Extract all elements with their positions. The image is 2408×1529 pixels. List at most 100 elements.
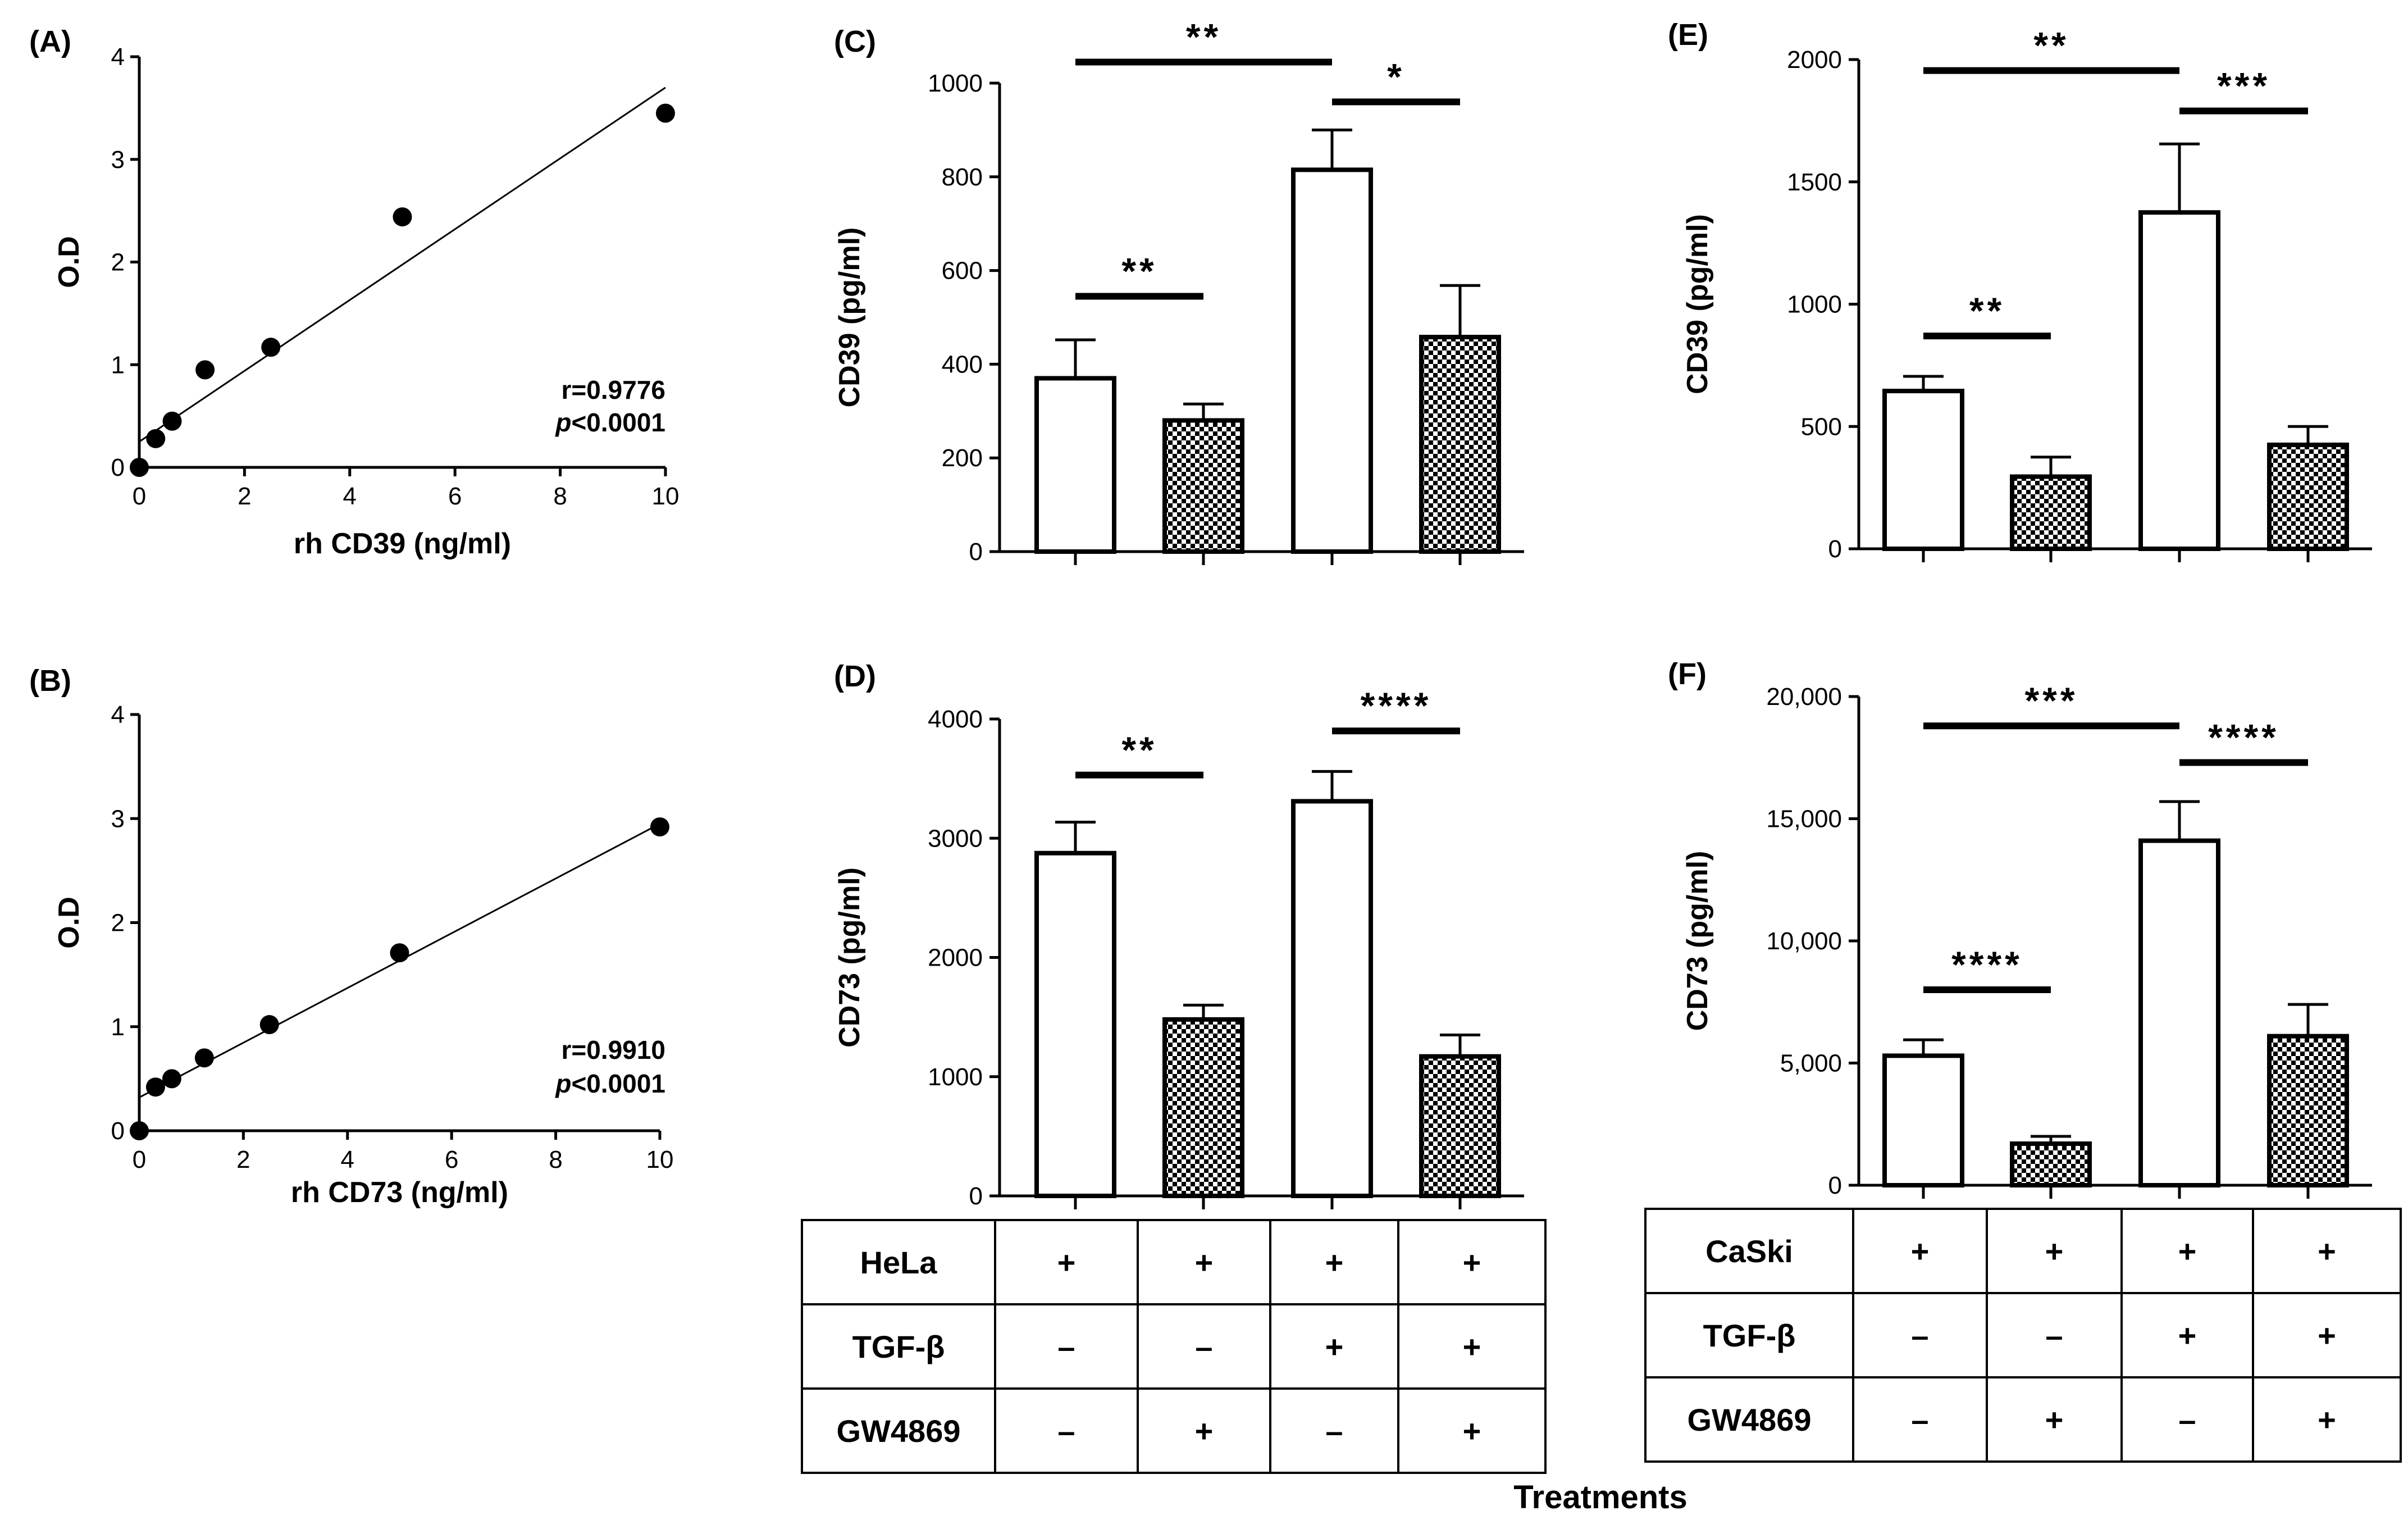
bar (2138, 210, 2220, 551)
data-point (162, 1069, 181, 1089)
table-cell: + (2318, 1402, 2336, 1437)
table-cell: + (1463, 1329, 1481, 1364)
stat-p-italic: p (554, 408, 571, 437)
y-tick-label: 1000 (1787, 291, 1842, 318)
y-tick-label: 2000 (1787, 46, 1842, 74)
y-tick-label: 0 (1828, 1172, 1842, 1199)
y-tick-label: 15,000 (1766, 806, 1842, 833)
x-tick-label: 8 (549, 1146, 562, 1173)
panel-label: (C) (834, 25, 876, 58)
data-point (145, 1077, 165, 1097)
bar (2267, 442, 2349, 551)
bar (2010, 474, 2092, 552)
y-tick-label: 2 (111, 249, 125, 276)
y-tick-label: 1000 (928, 1063, 983, 1091)
significance-stars: ** (1969, 290, 2005, 331)
x-tick-label: 6 (448, 483, 462, 510)
significance-stars: *** (2024, 680, 2078, 721)
significance-stars: **** (1361, 685, 1432, 726)
table-cell: – (2178, 1402, 2196, 1437)
table-cell: + (2045, 1234, 2064, 1269)
y-tick-label: 2 (111, 909, 125, 937)
panel-label: (F) (1668, 657, 1707, 691)
y-tick-label: 4 (111, 701, 125, 729)
table-cell: + (1463, 1413, 1481, 1449)
table-cell: – (1057, 1413, 1075, 1449)
y-axis-title: O.D (53, 897, 85, 948)
data-point (195, 360, 215, 380)
y-tick-label: 4000 (928, 706, 983, 733)
stat-p: p<0.0001 (554, 408, 665, 437)
significance-stars: **** (2208, 716, 2279, 758)
y-tick-label: 20,000 (1766, 683, 1842, 711)
y-tick-label: 800 (942, 163, 983, 191)
bar (1882, 1053, 1964, 1187)
bar (1034, 376, 1116, 554)
table-row-label: GW4869 (837, 1413, 961, 1449)
bar (1291, 799, 1373, 1198)
data-point (656, 103, 675, 123)
bar (2010, 1141, 2092, 1188)
table-cell: + (2318, 1234, 2336, 1269)
x-tick-label: 10 (646, 1146, 674, 1173)
stat-p: p<0.0001 (554, 1069, 665, 1098)
y-tick-label: 1000 (928, 70, 983, 97)
y-axis-title: O.D (53, 236, 85, 288)
table-cell: – (1911, 1402, 1928, 1437)
y-tick-label: 3000 (928, 825, 983, 852)
table-cell: + (2045, 1402, 2064, 1437)
x-axis-title: rh CD39 (ng/ml) (294, 527, 511, 560)
treatments-label: Treatments (1513, 1479, 1687, 1516)
y-tick-label: 3 (111, 146, 125, 174)
stat-p-italic: p (554, 1069, 571, 1098)
table-cell: – (1325, 1413, 1343, 1449)
table-row-label: TGF-β (852, 1329, 945, 1364)
bar (1419, 1054, 1501, 1198)
table-cell: + (1325, 1329, 1344, 1364)
y-axis-title: CD73 (pg/ml) (1681, 851, 1714, 1031)
bar (1291, 167, 1373, 554)
significance-stars: ** (2033, 25, 2069, 66)
table-cell: + (1911, 1234, 1930, 1269)
y-tick-label: 600 (942, 257, 983, 285)
bar (1034, 850, 1116, 1198)
panel-F: (F) 0 5,000 10,000 15,000 20,000 CD73 (pg/ml) *… (1668, 657, 2372, 1199)
data-point (261, 338, 281, 357)
x-tick-label: 4 (341, 1146, 354, 1173)
data-point (130, 458, 149, 477)
panel-label: (E) (1668, 18, 1708, 52)
table-caski: CaSki + + + + TGF-β – – + + GW4869 – + – + (1644, 1208, 2402, 1463)
significance-stars: **** (1951, 944, 2023, 985)
data-point (130, 1121, 149, 1140)
bar (1419, 335, 1501, 554)
x-tick-label: 10 (652, 483, 679, 510)
panel-B: (B) 0 1 2 3 4 0 2 4 6 8 10 rh CD73 (ng/ml) O.D r=0.991… (29, 664, 673, 1209)
bar (1882, 389, 1964, 551)
y-tick-label: 1 (111, 351, 125, 379)
table-border (1644, 1208, 2402, 1463)
bar (2267, 1034, 2349, 1188)
table-cell: + (1195, 1413, 1214, 1449)
panel-label: (B) (29, 664, 71, 698)
significance-stars: ** (1121, 729, 1157, 771)
data-point (390, 943, 409, 963)
y-axis-title: CD39 (pg/ml) (833, 227, 866, 408)
x-tick-label: 0 (133, 483, 146, 510)
panel-A: (A) 0 1 2 3 4 0 2 4 6 8 10 rh CD39 (ng/ml) O.D r=0.977… (29, 25, 679, 560)
y-axis-title: CD73 (pg/ml) (833, 867, 866, 1048)
table-cell: – (1057, 1329, 1075, 1364)
y-tick-label: 5,000 (1780, 1050, 1842, 1077)
data-point (162, 411, 182, 431)
y-tick-label: 500 (1801, 413, 1842, 440)
stat-p-value: <0.0001 (571, 408, 665, 437)
table-cell: + (1463, 1245, 1481, 1280)
y-tick-label: 4 (111, 43, 125, 71)
table-cell: + (1057, 1245, 1076, 1280)
x-tick-label: 2 (238, 483, 251, 510)
y-tick-label: 1 (111, 1013, 125, 1041)
